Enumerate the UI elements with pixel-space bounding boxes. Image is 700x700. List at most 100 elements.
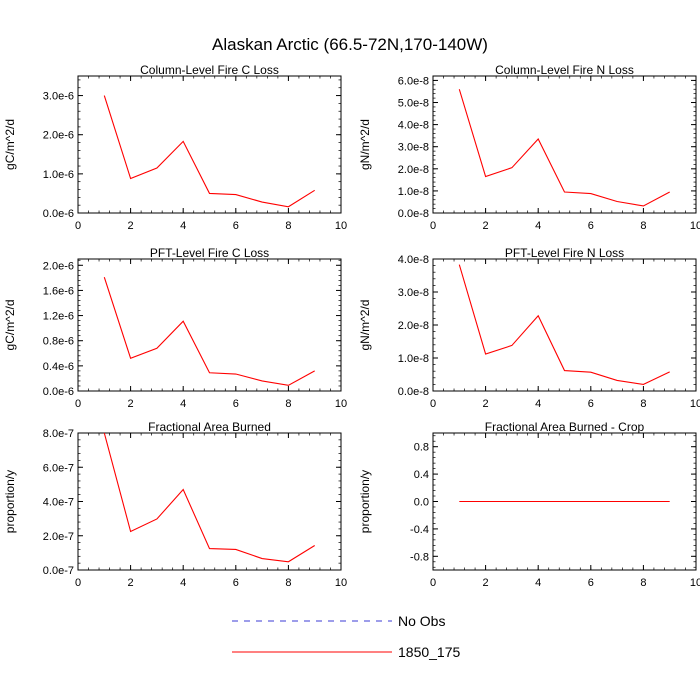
chart-panel-0: Column-Level Fire C Loss gC/m^2/d 0 2 4 6 8 10 0… (3, 63, 347, 232)
y-axis-label: proportion/y (3, 470, 17, 533)
x-tick-label: 6 (588, 220, 594, 232)
chart-title: Column-Level Fire C Loss (140, 63, 279, 77)
x-tick-label: 6 (588, 577, 594, 589)
series-line-0 (103, 277, 315, 386)
x-tick-label: 10 (335, 220, 347, 232)
y-tick-label: 0.0 (414, 497, 429, 509)
y-tick-label: 4.0e-7 (43, 497, 74, 509)
y-tick-label: 1.0e-6 (43, 169, 74, 181)
series-line-0 (103, 432, 315, 563)
x-tick-label: 0 (75, 577, 81, 589)
y-tick-label: 0.4e-6 (43, 361, 74, 373)
x-tick-label: 10 (690, 577, 700, 589)
x-tick-label: 6 (233, 577, 239, 589)
y-tick-label: 3.0e-6 (43, 91, 74, 103)
x-tick-label: 10 (690, 220, 700, 232)
y-tick-label: 0.8 (414, 442, 429, 454)
x-tick-label: 8 (285, 220, 291, 232)
x-tick-label: 10 (335, 398, 347, 410)
plot-frame (77, 75, 342, 214)
y-tick-label: 0.0e-6 (43, 386, 74, 398)
y-tick-label: 6.0e-8 (398, 75, 429, 87)
y-tick-label: 2.0e-6 (43, 130, 74, 142)
plot-frame (432, 258, 697, 392)
y-tick-label: 0.0e-8 (398, 386, 429, 398)
x-tick-label: 0 (430, 220, 436, 232)
y-tick-label: 1.0e-8 (398, 186, 429, 198)
y-tick-label: 4.0e-8 (398, 254, 429, 266)
legend-label-1: 1850_175 (398, 644, 461, 660)
series-line-0 (458, 264, 670, 385)
x-tick-label: 8 (640, 398, 646, 410)
chart-panel-4: Fractional Area Burned proportion/y 0 2 4 6 8 1… (3, 420, 347, 589)
x-tick-label: 0 (75, 398, 81, 410)
y-tick-label: 4.0e-8 (398, 120, 429, 132)
y-tick-label: 0.4 (414, 469, 429, 481)
x-tick-label: 8 (640, 577, 646, 589)
x-tick-label: 2 (128, 220, 134, 232)
chart-panel-1: Column-Level Fire N Loss gN/m^2/d 0 2 4 6 8 10 0… (358, 63, 700, 232)
plot-frame (77, 258, 342, 392)
y-axis-label: proportion/y (358, 470, 372, 533)
legend-label-0: No Obs (398, 613, 445, 629)
y-axis-label: gC/m^2/d (3, 119, 17, 170)
y-tick-label: 1.0e-8 (398, 353, 429, 365)
y-tick-label: 0.0e-6 (43, 208, 74, 220)
panels: Column-Level Fire C Loss gC/m^2/d 0 2 4 6 8 10 0… (3, 63, 700, 589)
x-tick-label: 2 (128, 398, 134, 410)
series-line-0 (458, 89, 670, 207)
x-tick-label: 6 (588, 398, 594, 410)
y-tick-label: 2.0e-8 (398, 164, 429, 176)
chart-panel-5: Fractional Area Burned - Crop proportion/… (358, 420, 700, 589)
x-tick-label: 8 (285, 398, 291, 410)
y-tick-label: 0.0e-8 (398, 208, 429, 220)
x-tick-label: 4 (535, 220, 541, 232)
y-tick-label: 8.0e-7 (43, 428, 74, 440)
y-tick-label: 2.0e-8 (398, 320, 429, 332)
y-tick-label: 1.2e-6 (43, 311, 74, 323)
chart-panel-2: PFT-Level Fire C Loss gC/m^2/d 0 2 4 6 8 10 0.0e… (3, 246, 347, 410)
y-tick-label: 2.0e-6 (43, 260, 74, 272)
chart-title: PFT-Level Fire N Loss (505, 246, 624, 260)
figure-title: Alaskan Arctic (66.5-72N,170-140W) (212, 35, 488, 54)
x-tick-label: 0 (75, 220, 81, 232)
x-tick-label: 10 (335, 577, 347, 589)
plot-frame (432, 75, 697, 214)
y-tick-label: 2.0e-7 (43, 531, 74, 543)
y-tick-label: -0.4 (410, 524, 429, 536)
x-tick-label: 8 (285, 577, 291, 589)
x-tick-label: 2 (483, 398, 489, 410)
x-tick-label: 6 (233, 220, 239, 232)
y-tick-label: 0.8e-6 (43, 336, 74, 348)
chart-title: Fractional Area Burned - Crop (485, 420, 645, 434)
x-tick-label: 4 (535, 577, 541, 589)
chart-title: PFT-Level Fire C Loss (150, 246, 269, 260)
y-tick-label: 5.0e-8 (398, 98, 429, 110)
x-tick-label: 4 (180, 398, 186, 410)
y-tick-label: 3.0e-8 (398, 287, 429, 299)
chart-panel-3: PFT-Level Fire N Loss gN/m^2/d 0 2 4 6 8 10 0.0e… (358, 246, 700, 410)
legend: No Obs 1850_175 (232, 613, 461, 660)
y-axis-label: gC/m^2/d (3, 300, 17, 351)
y-tick-label: 6.0e-7 (43, 462, 74, 474)
chart-title: Fractional Area Burned (148, 420, 271, 434)
x-tick-label: 0 (430, 398, 436, 410)
y-tick-label: 1.6e-6 (43, 285, 74, 297)
y-tick-label: 3.0e-8 (398, 142, 429, 154)
x-tick-label: 4 (180, 220, 186, 232)
x-tick-label: 2 (483, 220, 489, 232)
x-tick-label: 2 (483, 577, 489, 589)
x-tick-label: 10 (690, 398, 700, 410)
x-tick-label: 6 (233, 398, 239, 410)
x-tick-label: 4 (535, 398, 541, 410)
x-tick-label: 4 (180, 577, 186, 589)
y-tick-label: 0.0e-7 (43, 565, 74, 577)
x-tick-label: 2 (128, 577, 134, 589)
x-tick-label: 8 (640, 220, 646, 232)
y-axis-label: gN/m^2/d (358, 300, 372, 351)
chart-title: Column-Level Fire N Loss (495, 63, 634, 77)
series-line-0 (103, 95, 315, 208)
plot-frame (77, 432, 342, 571)
